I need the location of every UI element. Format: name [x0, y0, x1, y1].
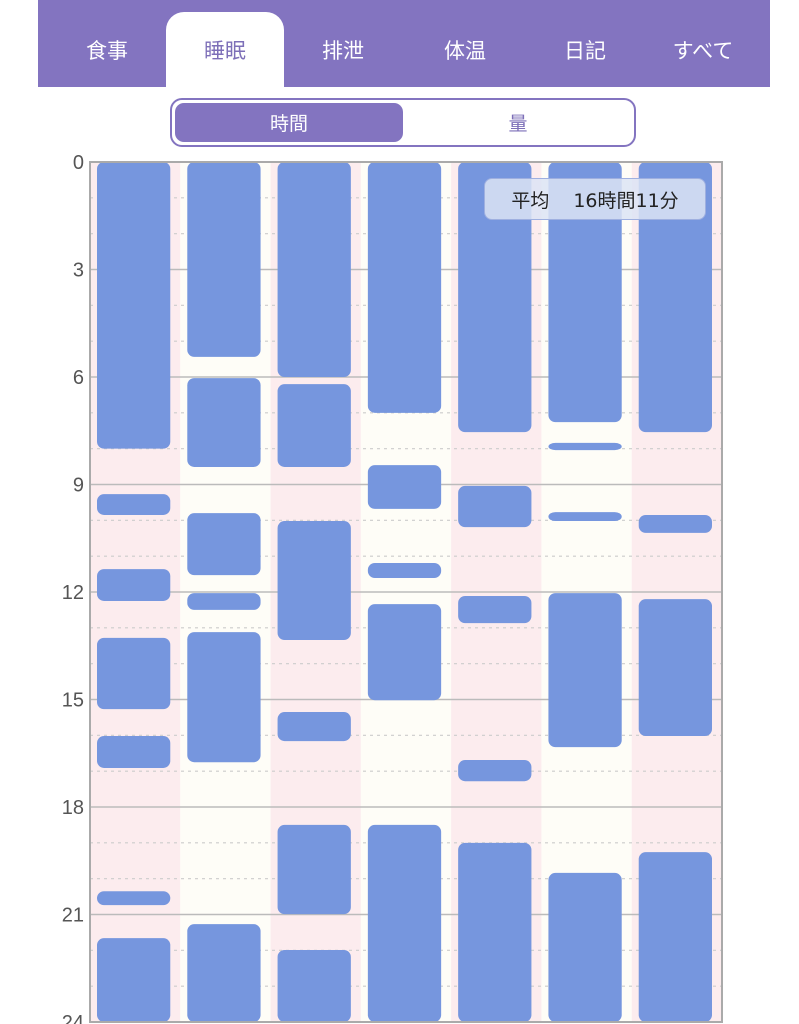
sleep-bar	[97, 938, 171, 1022]
y-tick-label: 21	[62, 905, 84, 927]
y-tick-label: 18	[62, 797, 84, 819]
y-tick-label: 6	[73, 367, 84, 389]
sleep-bar	[187, 924, 261, 1022]
plot-border	[89, 161, 723, 1023]
sleep-bar	[187, 593, 261, 610]
sleep-bar	[97, 637, 171, 710]
tab-all[interactable]: すべて	[672, 38, 734, 63]
sleep-bar	[367, 824, 442, 1022]
sleep-bar	[277, 949, 351, 1022]
segment-time-button[interactable]: 時間	[175, 103, 403, 142]
average-badge: 平均 16時間11分	[484, 178, 706, 220]
sleep-bar	[458, 485, 532, 528]
sleep-bar	[367, 604, 442, 701]
sleep-bar	[458, 595, 532, 624]
sleep-bar	[548, 512, 622, 522]
tab-sleep[interactable]: 睡眠	[166, 12, 284, 87]
y-tick-label: 24	[62, 1012, 84, 1024]
sleep-bar	[97, 891, 171, 906]
y-tick-label: 12	[62, 582, 84, 604]
sleep-bar	[277, 162, 351, 377]
sleep-bar	[638, 852, 712, 1022]
average-value: 16時間11分	[573, 189, 679, 212]
segment-amount-button[interactable]: 量	[508, 113, 528, 135]
sleep-bar	[97, 736, 171, 768]
sleep-bar	[277, 521, 351, 641]
sleep-bar	[97, 162, 171, 449]
y-tick-label: 0	[73, 152, 84, 174]
sleep-bar	[458, 760, 532, 782]
sleep-bar	[97, 494, 171, 515]
category-tab-bar: 食事 睡眠 排泄 体温 日記 すべて	[38, 0, 770, 87]
tab-excretion[interactable]: 排泄	[322, 38, 364, 63]
sleep-bar	[458, 162, 532, 433]
tab-temperature[interactable]: 体温	[444, 38, 486, 63]
sleep-bar	[548, 442, 622, 451]
y-tick-label: 15	[62, 690, 84, 712]
sleep-bar	[97, 569, 171, 601]
sleep-bar	[277, 824, 351, 915]
tab-diary[interactable]: 日記	[564, 38, 606, 63]
sleep-bar	[277, 712, 351, 742]
sleep-bar	[187, 632, 261, 763]
sleep-bar	[187, 513, 261, 576]
sleep-bar	[367, 562, 442, 579]
sleep-bar	[367, 465, 442, 509]
sleep-bar	[548, 593, 622, 748]
average-label: 平均	[511, 189, 550, 212]
sleep-bar	[187, 162, 261, 357]
y-tick-label: 3	[73, 260, 84, 282]
sleep-bar	[638, 599, 712, 737]
tab-meal[interactable]: 食事	[86, 38, 128, 63]
sleep-bar	[187, 378, 261, 467]
sleep-bar	[548, 162, 622, 423]
sleep-bar	[367, 162, 442, 413]
sleep-bar	[638, 162, 712, 433]
sleep-bar	[458, 842, 532, 1022]
sleep-bar	[277, 384, 351, 467]
y-tick-label: 9	[73, 475, 84, 497]
mode-segmented-control: 時間 量	[170, 98, 636, 147]
sleep-bar	[548, 872, 622, 1022]
sleep-bar	[638, 514, 712, 533]
